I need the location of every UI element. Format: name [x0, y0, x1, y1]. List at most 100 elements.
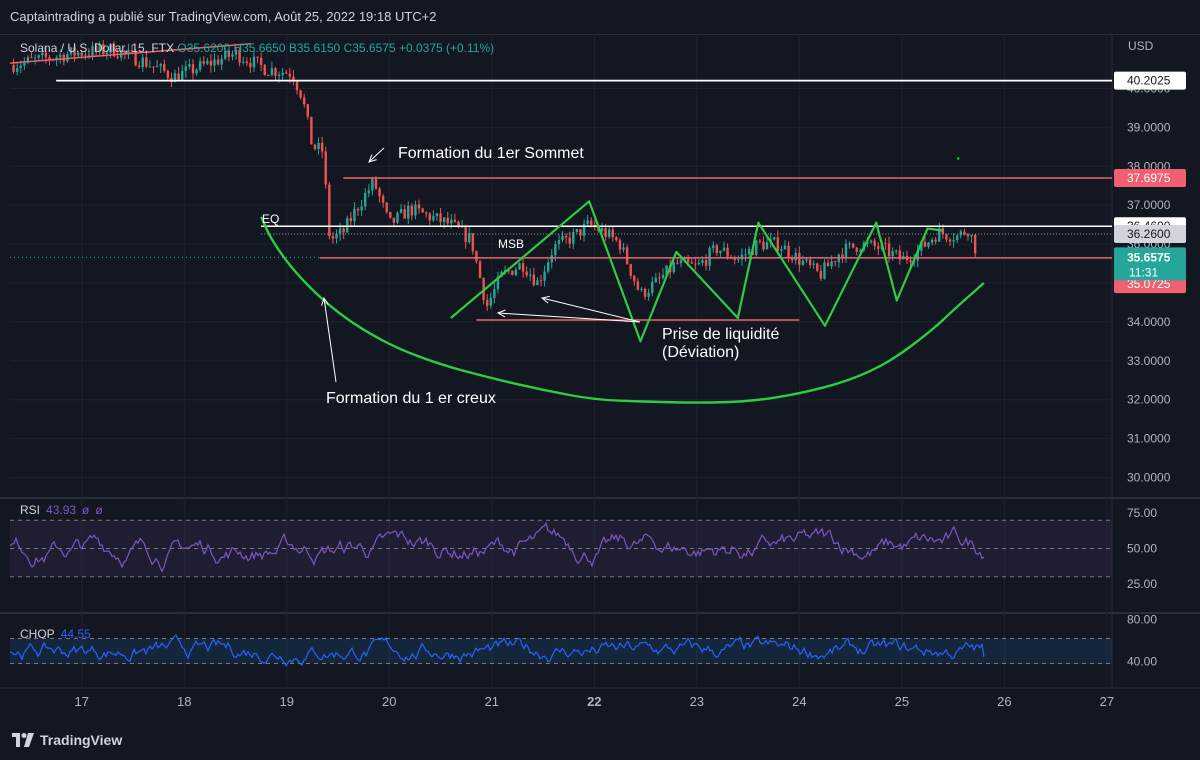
annotation-arrow — [323, 297, 337, 383]
candle-body — [816, 263, 819, 271]
footer: TradingView — [0, 722, 1200, 760]
annotation-arrow — [368, 147, 385, 163]
candle-body — [299, 90, 302, 98]
x-tick-label: 17 — [75, 694, 89, 709]
chop-legend-part: 44.55 — [61, 627, 91, 641]
x-tick-label: 23 — [690, 694, 704, 709]
candle-body — [127, 49, 130, 53]
candle-body — [55, 57, 58, 60]
chop-line — [9, 633, 985, 667]
x-tick-label: 19 — [280, 694, 294, 709]
candle-body — [514, 269, 518, 275]
x-tick-label: 22 — [587, 694, 601, 709]
legend-part: C35.6575 — [344, 41, 399, 55]
candle-body — [536, 280, 539, 286]
legend-part: H35.6650 — [233, 41, 288, 55]
candle-body — [762, 241, 765, 250]
candle-body — [794, 252, 797, 261]
candle-body — [166, 70, 170, 78]
rsi-pane: 75.00 50.00 25.00 RSI 43.93 ø ø — [9, 503, 1157, 591]
candle-body — [177, 73, 180, 81]
price-label-40-2025-text: 40.2025 — [1127, 74, 1171, 88]
candle-body — [277, 74, 281, 76]
candle-body — [15, 68, 19, 72]
candle-body — [819, 270, 823, 279]
rsi-tick-label: 25.00 — [1127, 577, 1157, 591]
candle-body — [159, 64, 162, 67]
candle-body — [579, 229, 582, 236]
candle-body — [385, 202, 388, 212]
candle-body — [489, 297, 492, 306]
candle-body — [374, 178, 378, 189]
candle-body — [877, 246, 880, 249]
candle-body — [252, 56, 256, 68]
candle-body — [938, 228, 941, 242]
chop-tick-label: 80.00 — [1127, 612, 1157, 626]
annotation-arrow-head — [540, 295, 550, 304]
tradingview-logo[interactable]: TradingView — [12, 732, 122, 748]
x-tick-label: 27 — [1100, 694, 1114, 709]
candle-body — [529, 274, 532, 276]
candle-body — [249, 63, 252, 68]
candle-body — [895, 250, 898, 252]
candle-body — [245, 61, 249, 64]
candle-body — [496, 276, 500, 290]
chop-pane: 80.00 40.00 CHOP 44.55 — [9, 612, 1157, 669]
y-tick-label: 32.0000 — [1127, 393, 1171, 407]
candle-body — [790, 257, 794, 261]
rsi-legend-part: ø — [95, 503, 103, 517]
candle-body — [342, 228, 345, 233]
candle-body — [259, 57, 263, 65]
candle-body — [737, 259, 740, 261]
annotation-arrow — [541, 297, 641, 323]
candle-body — [923, 241, 927, 247]
candle-body — [930, 239, 934, 243]
candle-body — [798, 252, 801, 265]
x-tick-label: 20 — [382, 694, 396, 709]
candle-body — [457, 221, 460, 228]
candle-body — [460, 226, 464, 228]
candle-body — [66, 54, 69, 62]
publish-header: Captaintrading a publié sur TradingView.… — [0, 0, 1200, 35]
candle-body — [216, 59, 220, 65]
candle-body — [604, 228, 607, 237]
candle-body — [349, 218, 353, 222]
legend-part: B35.6150 — [289, 41, 344, 55]
candle-body — [801, 260, 805, 265]
chart-area[interactable]: Formation du 1er Sommet EQ MSB Prise de liq… — [0, 34, 1200, 722]
candle-body — [256, 56, 259, 58]
legend-part: O35.6200 — [177, 41, 233, 55]
candle-body — [295, 81, 299, 91]
candle-body — [206, 60, 209, 64]
candle-body — [285, 72, 288, 74]
symbol-legend: Solana / U.S. Dollar, 15, FTX O35.6200 H… — [20, 41, 494, 55]
candle-body — [392, 217, 396, 223]
x-tick-label: 25 — [895, 694, 909, 709]
candle-body — [381, 196, 385, 203]
candle-body — [927, 242, 930, 247]
candle-body — [288, 73, 292, 77]
candle-body — [163, 64, 166, 71]
candle-body — [306, 104, 309, 117]
candle-body — [30, 57, 33, 59]
annotation-prise: Prise de liquidité — [662, 326, 780, 343]
annotation-deviation: (Déviation) — [662, 344, 739, 361]
candle-body — [184, 66, 188, 71]
candle-body — [188, 64, 191, 67]
candle-body — [755, 240, 758, 255]
candle-body — [532, 274, 536, 286]
candle-body — [661, 275, 665, 278]
x-tick-label: 24 — [792, 694, 806, 709]
candle-body — [439, 213, 442, 223]
chop-tick-label: 40.00 — [1127, 655, 1157, 669]
candle-body — [694, 263, 697, 265]
candle-body — [568, 237, 571, 244]
candle-body — [23, 61, 26, 66]
candle-body — [202, 61, 205, 64]
x-tick-label: 21 — [485, 694, 499, 709]
candle-body — [575, 229, 579, 232]
candle-body — [94, 46, 98, 51]
cup-curve — [260, 216, 985, 404]
candle-body — [712, 245, 715, 249]
candle-body — [417, 204, 421, 209]
